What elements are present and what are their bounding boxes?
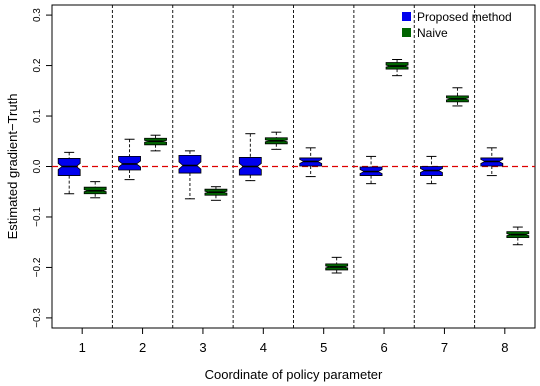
box-proposed-7 <box>420 155 443 185</box>
legend: Proposed method Naive <box>402 10 512 40</box>
box-naive-7 <box>446 87 469 107</box>
box-proposed-2 <box>118 138 141 181</box>
legend-swatch <box>402 12 411 21</box>
x-axis-label: Coordinate of policy parameter <box>205 367 383 382</box>
box-naive-6 <box>385 59 409 77</box>
chart-marks <box>57 59 530 274</box>
box-proposed-6 <box>359 155 383 185</box>
box-proposed-5 <box>299 147 323 178</box>
x-tick-label: 7 <box>441 340 448 355</box>
x-tick-label: 6 <box>380 340 387 355</box>
notched-box <box>178 154 202 174</box>
legend-item: Naive <box>402 26 448 40</box>
legend-swatch <box>402 28 411 37</box>
box-naive-4 <box>264 131 288 150</box>
y-tick-label: 0.3 <box>32 8 43 22</box>
box-naive-8 <box>506 226 530 246</box>
box-proposed-4 <box>238 133 262 182</box>
y-tick-label: −0.3 <box>32 308 43 328</box>
legend-label: Naive <box>417 26 448 40</box>
x-tick-label: 3 <box>199 340 206 355</box>
box-naive-3 <box>204 186 228 201</box>
legend-label: Proposed method <box>417 10 512 24</box>
x-tick-label: 5 <box>320 340 327 355</box>
box-naive-1 <box>83 181 107 199</box>
y-axis-label: Estimated gradient−Truth <box>5 94 20 240</box>
x-tick-label: 4 <box>260 340 267 355</box>
y-tick-label: 0.1 <box>32 109 43 123</box>
x-tick-label: 2 <box>139 340 146 355</box>
y-tick-label: 0.0 <box>32 159 43 173</box>
y-tick-label: −0.2 <box>32 257 43 277</box>
box-naive-2 <box>144 134 167 152</box>
x-tick-label: 1 <box>79 340 86 355</box>
box-proposed-3 <box>178 150 202 200</box>
box-naive-5 <box>325 256 349 274</box>
box-proposed-1 <box>57 151 81 195</box>
y-tick-label: −0.1 <box>32 207 43 227</box>
y-tick-label: 0.2 <box>32 58 43 72</box>
box-proposed-8 <box>480 147 504 177</box>
legend-item: Proposed method <box>402 10 512 24</box>
x-tick-label: 8 <box>501 340 508 355</box>
axes: Coordinate of policy parameter Estimated… <box>5 8 508 382</box>
